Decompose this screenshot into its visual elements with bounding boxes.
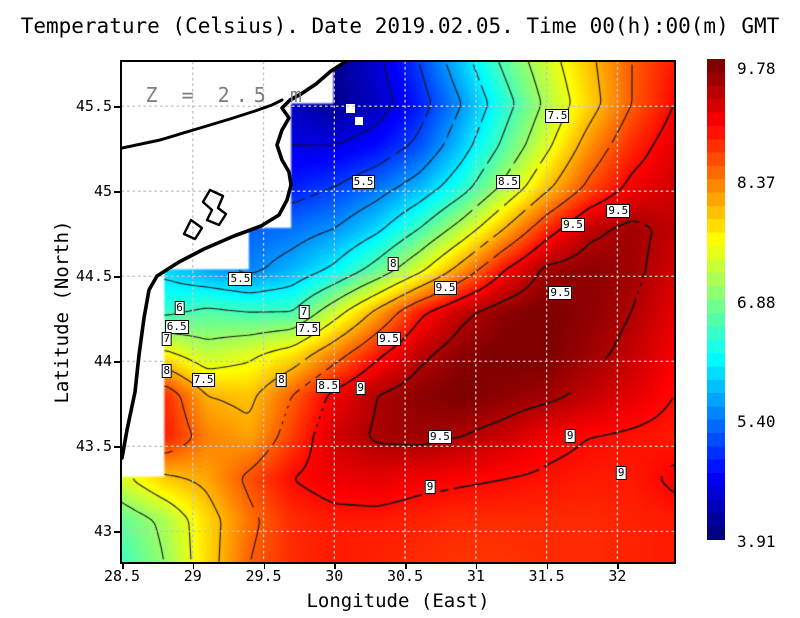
y-tick-mark	[114, 531, 121, 533]
contour-label: 9.5	[433, 280, 458, 295]
lagoon-outline	[201, 188, 227, 226]
contour-label: 9	[355, 381, 366, 396]
y-tick-mark	[114, 106, 121, 108]
y-tick-label: 45.5	[75, 97, 112, 116]
y-tick-mark	[114, 361, 121, 363]
x-tick-label: 31.5	[528, 567, 565, 585]
x-tick-mark	[475, 562, 478, 569]
contour-label: 7	[161, 331, 173, 346]
contour-label: 9	[615, 466, 627, 481]
x-tick-mark	[122, 562, 124, 569]
colorbar-label: 6.88	[737, 292, 776, 312]
x-tick-mark	[546, 562, 549, 569]
x-axis-title: Longitude (East)	[306, 590, 490, 612]
map-plot: Z = 2.5 m 5.5 8.5 7.5 9.5 9.5 5.5 6 6.5 7 7 7.5 8 8 7…	[119, 59, 676, 564]
x-tick-label: 32	[608, 567, 627, 585]
contour-label: 8.5	[316, 379, 341, 394]
contour-label: 7.5	[296, 321, 321, 336]
colorbar-label: 3.91	[737, 532, 776, 551]
contour-label: 7.5	[191, 372, 216, 387]
y-tick-label: 44	[93, 352, 112, 371]
colorbar-label: 9.78	[737, 59, 776, 78]
contour-label: 8	[161, 364, 173, 379]
contour-label: 9.5	[561, 217, 585, 232]
contour-label: 5.5	[351, 175, 376, 190]
contour-label: 6	[174, 301, 185, 316]
lagoon-outline	[182, 218, 203, 240]
land-area	[121, 61, 363, 458]
x-tick-label: 29.5	[245, 567, 282, 585]
figure-title: Temperature (Celsius). Date 2019.02.05. …	[20, 14, 780, 38]
x-tick-label: 31	[466, 567, 485, 585]
x-tick-mark	[192, 562, 195, 569]
x-tick-mark	[334, 562, 336, 569]
y-axis-title: Latitude (North)	[51, 220, 73, 404]
y-tick-mark	[114, 276, 121, 278]
contour-label: 9.5	[548, 285, 573, 300]
land-mask-cell	[345, 103, 355, 113]
x-tick-label: 29	[183, 567, 202, 585]
x-tick-label: 30	[325, 567, 344, 585]
y-tick-label: 45	[93, 182, 112, 201]
contour-label: 9.5	[606, 204, 631, 219]
contour-label: 7	[298, 304, 310, 319]
contour-label: 9.5	[428, 430, 452, 445]
colorbar-label: 5.40	[737, 411, 776, 431]
x-tick-mark	[617, 562, 619, 569]
contour-label: 9	[424, 479, 436, 494]
contour-label: 7.5	[545, 108, 570, 123]
land-mask-cell	[354, 116, 363, 125]
y-tick-mark	[114, 446, 121, 448]
contour-label: 9	[564, 428, 576, 443]
y-tick-mark	[114, 191, 121, 193]
x-tick-mark	[263, 562, 266, 569]
x-tick-mark	[405, 562, 407, 569]
map-overlay	[121, 61, 674, 562]
depth-annotation: Z = 2.5 m	[145, 82, 308, 107]
contour-label: 8	[276, 372, 287, 387]
contour-label: 9.5	[377, 331, 401, 346]
coastline	[121, 61, 347, 460]
contour-label: 6.5	[164, 319, 189, 334]
y-tick-label: 43	[93, 522, 112, 541]
contour-label: 8.5	[495, 175, 520, 190]
gridlines	[121, 61, 674, 562]
colorbar-label: 8.37	[737, 172, 776, 192]
contour-label: 8	[387, 256, 399, 271]
contour-label: 5.5	[228, 272, 253, 287]
river-border-line	[121, 98, 283, 149]
x-tick-label: 28.5	[103, 567, 141, 585]
y-tick-label: 44.5	[75, 267, 112, 286]
y-tick-label: 43.5	[75, 437, 112, 456]
colorbar	[707, 59, 725, 540]
x-tick-label: 30.5	[387, 567, 424, 585]
